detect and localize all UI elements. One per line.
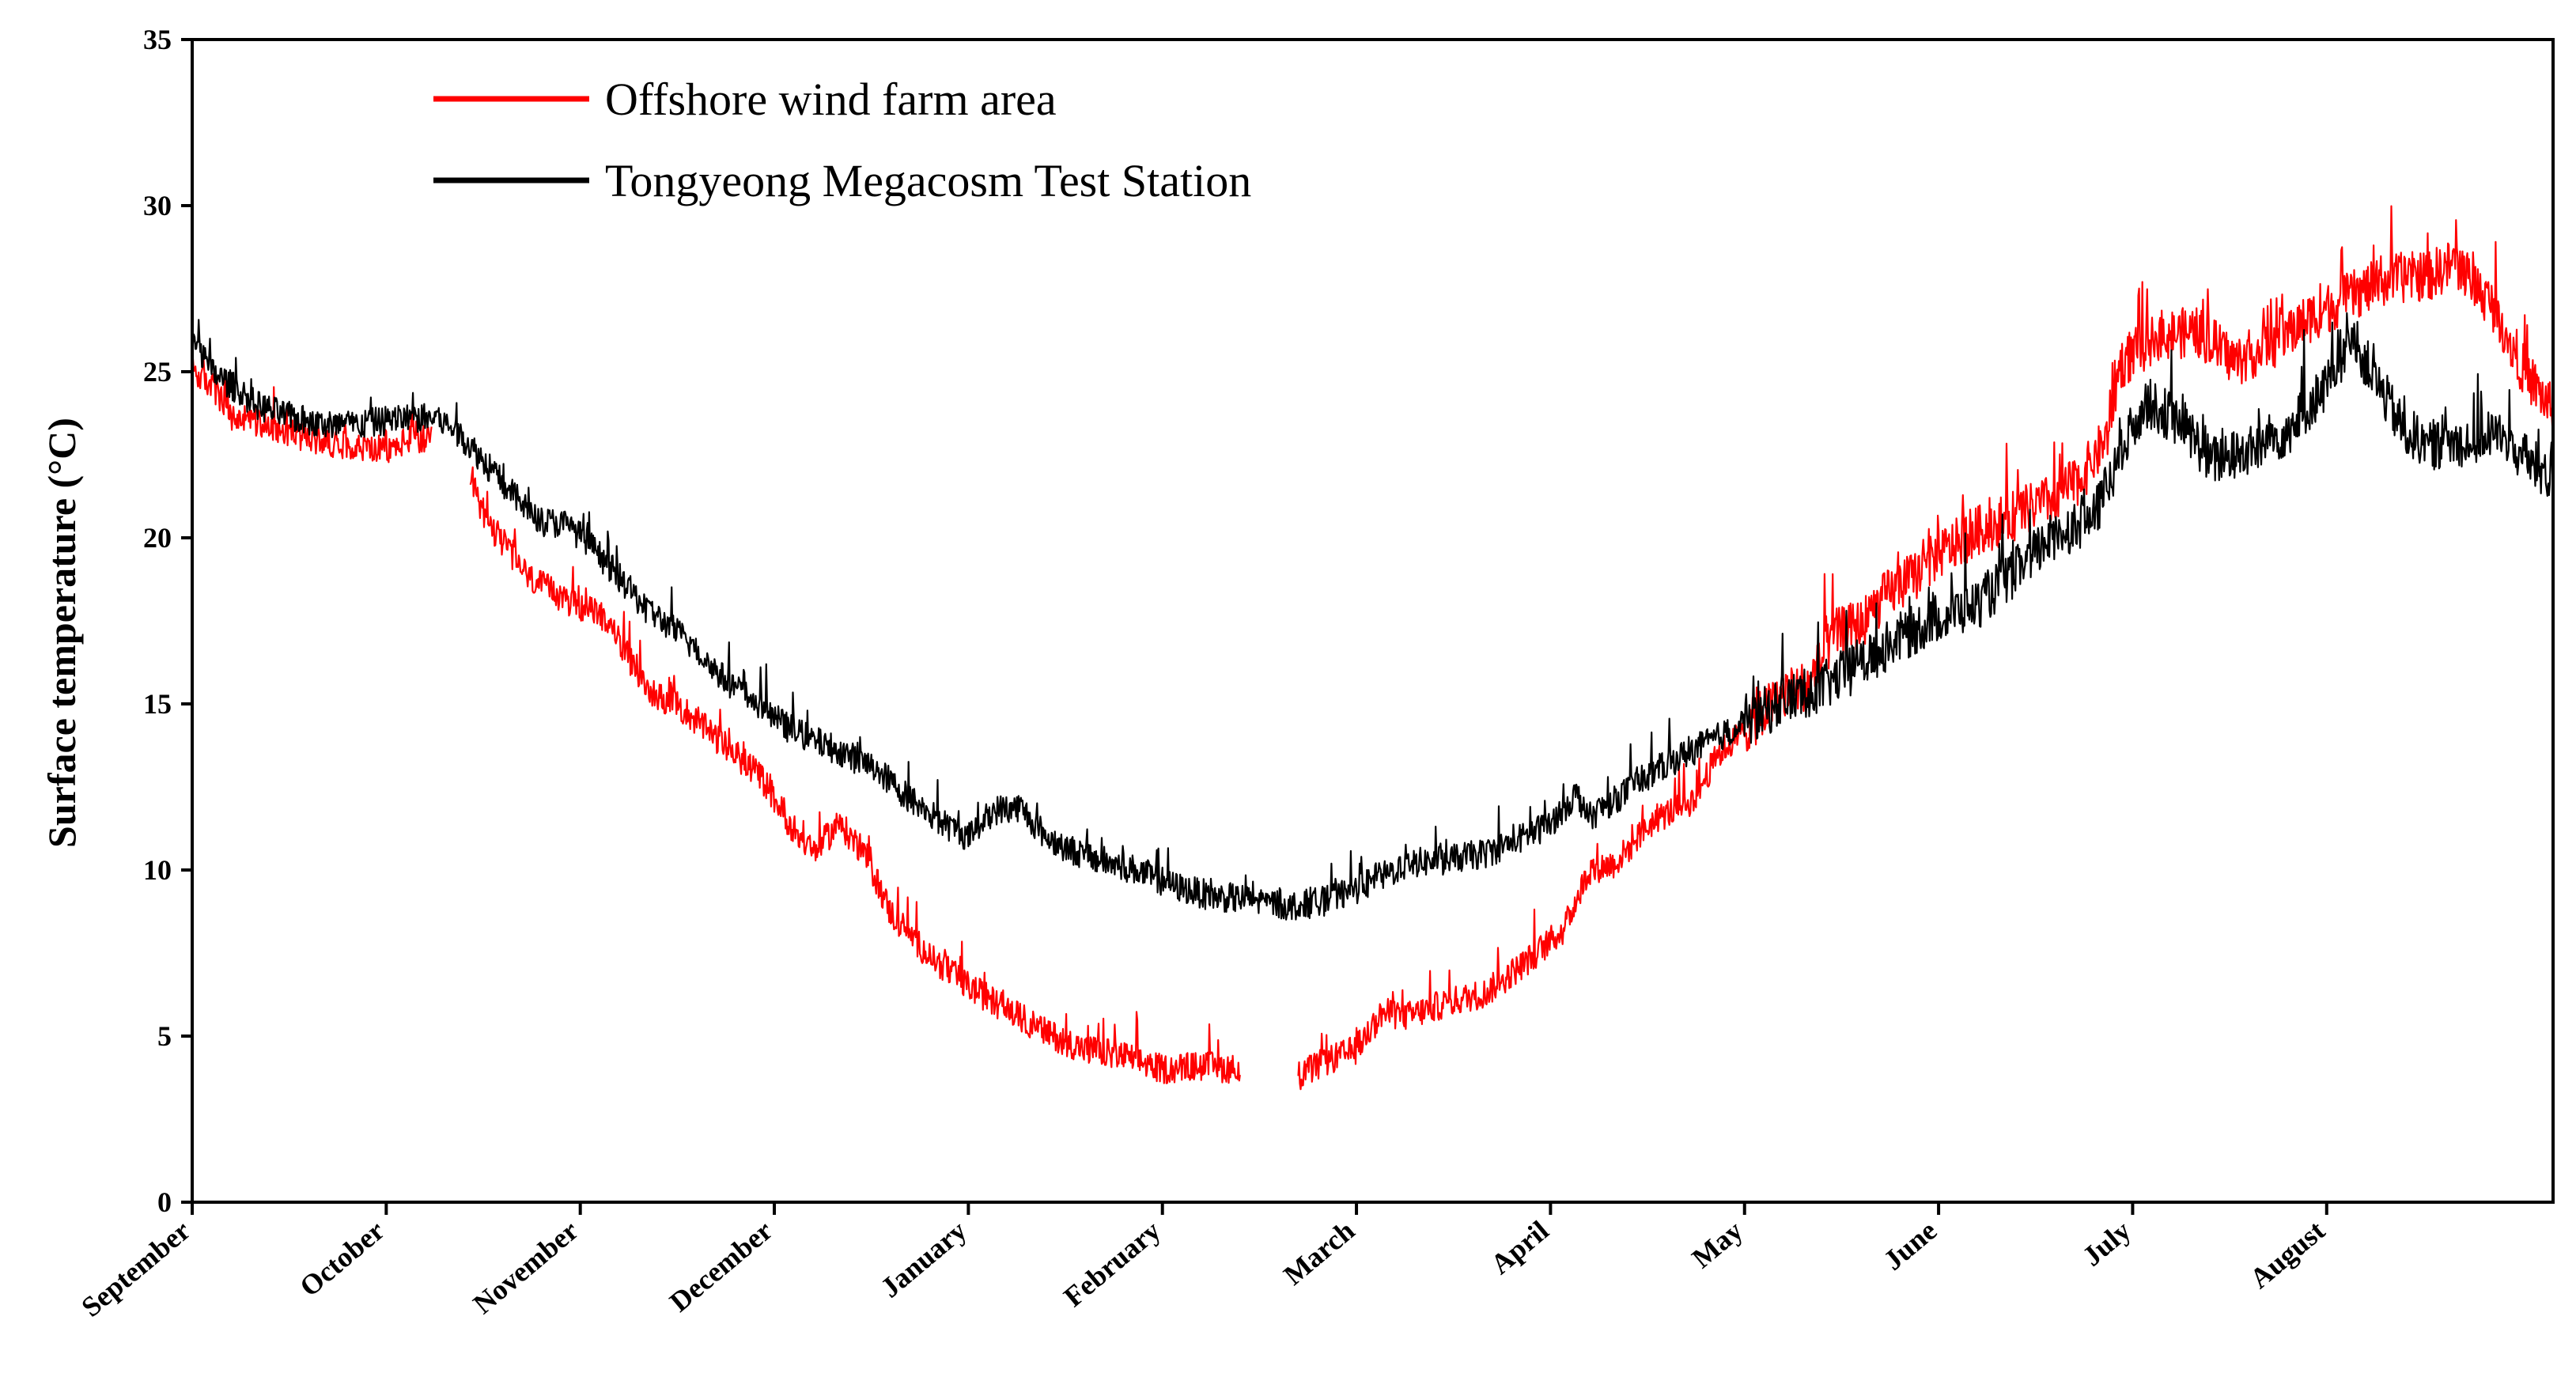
- x-tick-label: November: [467, 1214, 584, 1319]
- x-tick-label: December: [664, 1214, 778, 1318]
- x-tick-label: March: [1277, 1214, 1360, 1291]
- legend: Offshore wind farm area Tongyeong Megaco…: [433, 74, 1251, 206]
- plot-frame: [191, 38, 2555, 1204]
- series-line-segment: [191, 312, 2555, 921]
- legend-label-offshore: Offshore wind farm area: [605, 74, 1057, 125]
- y-tick-label: 0: [157, 1186, 172, 1218]
- y-tick-label: 30: [143, 190, 172, 221]
- x-tick-label: May: [1686, 1214, 1749, 1274]
- x-tick-label: February: [1057, 1214, 1167, 1312]
- x-tick-label: April: [1485, 1214, 1555, 1280]
- y-tick-label: 10: [143, 854, 172, 886]
- series-tongyeong: [191, 312, 2555, 921]
- x-tick-label: October: [293, 1214, 390, 1303]
- x-tick-label: January: [875, 1214, 973, 1303]
- series-line-segment: [469, 466, 1241, 1084]
- y-tick-label: 35: [143, 24, 172, 55]
- series-offshore: [191, 205, 2555, 1091]
- x-tick-label: July: [2076, 1214, 2136, 1272]
- y-tick-label: 25: [143, 356, 172, 388]
- plot-area: [191, 205, 2555, 1091]
- x-tick-label: August: [2244, 1214, 2331, 1294]
- axes: 0 5 10 15 20 25 30 35 September October November De…: [75, 24, 2555, 1323]
- x-tick-label: June: [1878, 1214, 1942, 1276]
- series-line-segment: [191, 356, 433, 463]
- y-tick-label: 20: [143, 522, 172, 554]
- series-line-segment: [1297, 205, 2555, 1091]
- legend-label-tongyeong: Tongyeong Megacosm Test Station: [605, 155, 1251, 206]
- y-axis-label: Surface temperature (°C): [40, 418, 84, 848]
- x-tick-label: September: [75, 1214, 196, 1322]
- y-tick-label: 15: [143, 688, 172, 720]
- y-tick-label: 5: [157, 1020, 172, 1052]
